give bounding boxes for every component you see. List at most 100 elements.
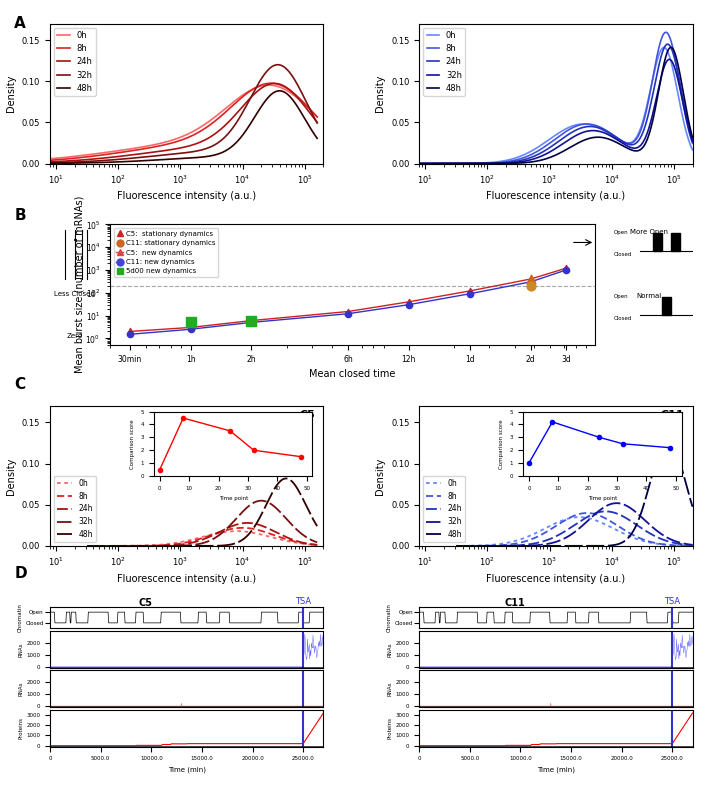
Point	[124, 328, 136, 340]
24h	[169, 145, 178, 154]
Bar	[662, 297, 671, 315]
48h	[560, 542, 569, 551]
48h	[47, 159, 56, 168]
Line: 24h: 24h	[37, 83, 317, 163]
32h	[567, 530, 575, 539]
24h	[253, 86, 262, 96]
8h	[638, 534, 647, 544]
48h	[282, 474, 291, 483]
32h	[613, 498, 621, 508]
8h	[306, 539, 315, 549]
48h	[541, 154, 550, 163]
24h	[628, 140, 636, 149]
Text: Open: Open	[614, 230, 629, 235]
32h	[541, 149, 550, 159]
0h	[681, 541, 690, 550]
48h	[464, 542, 473, 551]
24h	[264, 523, 273, 533]
32h	[306, 534, 315, 544]
Point	[464, 285, 476, 297]
8h	[628, 138, 636, 148]
8h	[33, 156, 41, 166]
48h	[417, 159, 426, 168]
Point	[560, 263, 572, 276]
Point	[403, 296, 415, 308]
0h	[305, 104, 313, 113]
0h	[264, 531, 273, 541]
Text: Normal: Normal	[636, 293, 662, 299]
Y-axis label: Mean burst size (number of mRNAs): Mean burst size (number of mRNAs)	[74, 196, 84, 373]
32h	[688, 137, 697, 146]
48h	[94, 542, 103, 551]
Point	[124, 325, 136, 338]
8h	[188, 536, 197, 545]
24h	[195, 536, 203, 545]
8h	[688, 138, 697, 148]
Line: 32h: 32h	[87, 501, 317, 546]
24h	[313, 118, 321, 127]
0h	[33, 155, 41, 164]
Text: D: D	[14, 566, 27, 581]
Y-axis label: RNAs: RNAs	[19, 642, 24, 656]
Text: Closed: Closed	[614, 316, 633, 321]
32h	[313, 118, 321, 127]
0h	[188, 534, 197, 544]
Point	[560, 262, 572, 274]
24h	[33, 158, 41, 167]
0h	[681, 541, 690, 550]
32h	[47, 158, 56, 167]
0h	[306, 540, 315, 549]
32h	[305, 103, 313, 112]
Y-axis label: Chromatin: Chromatin	[387, 603, 392, 632]
48h	[681, 479, 690, 488]
32h	[253, 80, 262, 90]
8h	[533, 146, 542, 156]
Y-axis label: Density: Density	[6, 457, 16, 494]
Y-axis label: RNAs: RNAs	[388, 642, 393, 656]
8h	[417, 159, 426, 168]
Text: Open: Open	[614, 295, 629, 299]
32h	[628, 143, 636, 152]
0h	[541, 138, 550, 147]
24h	[313, 540, 321, 549]
24h	[188, 538, 197, 547]
24h	[680, 101, 688, 111]
48h	[188, 542, 197, 551]
48h	[305, 121, 313, 130]
48h	[313, 134, 321, 143]
0h	[306, 540, 315, 549]
48h	[688, 133, 697, 142]
32h	[680, 104, 688, 113]
48h	[680, 94, 688, 103]
48h	[306, 510, 315, 520]
8h	[681, 541, 690, 550]
48h	[567, 542, 575, 551]
X-axis label: Fluorescence intensity (a.u.): Fluorescence intensity (a.u.)	[486, 574, 625, 584]
Text: A: A	[14, 16, 26, 31]
8h	[47, 156, 56, 165]
0h	[169, 135, 178, 145]
48h	[305, 121, 313, 130]
0h	[313, 540, 321, 549]
Line: 0h: 0h	[406, 47, 693, 163]
24h	[305, 107, 313, 116]
48h	[169, 154, 178, 163]
0h	[464, 541, 473, 550]
8h	[583, 509, 591, 518]
32h	[533, 152, 542, 162]
Text: C11: C11	[660, 410, 685, 421]
24h	[270, 79, 278, 88]
24h	[161, 145, 170, 155]
0h	[628, 138, 636, 147]
Y-axis label: Density: Density	[6, 75, 16, 112]
Point	[246, 316, 257, 329]
Y-axis label: Density: Density	[376, 457, 386, 494]
Point	[464, 288, 476, 300]
32h	[33, 158, 41, 167]
0h	[660, 42, 668, 52]
Line: 32h: 32h	[37, 64, 317, 163]
Point	[185, 323, 196, 336]
48h	[313, 521, 321, 531]
Point	[525, 273, 536, 285]
0h	[232, 527, 241, 536]
